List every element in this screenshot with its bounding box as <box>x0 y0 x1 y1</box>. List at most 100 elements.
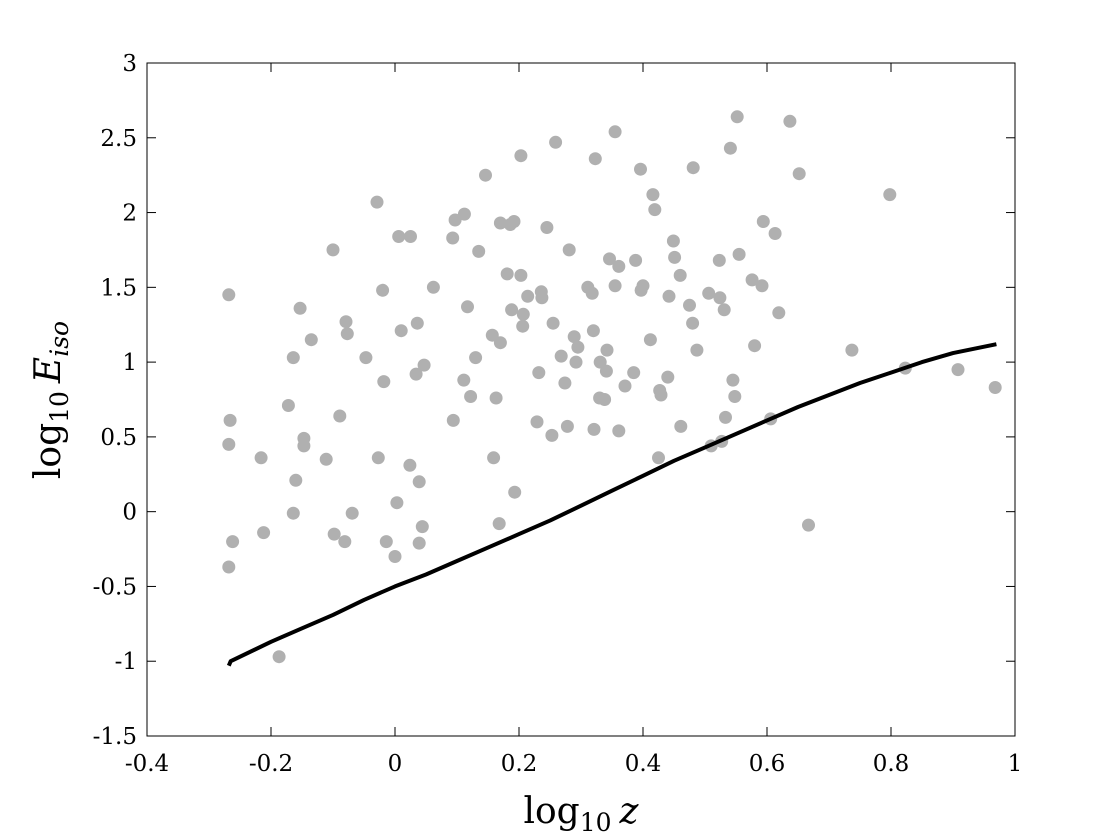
data-point-42 <box>426 280 440 294</box>
data-marks <box>222 110 1002 667</box>
x-tick-label: 1 <box>1008 751 1023 777</box>
data-point-82 <box>569 355 583 369</box>
data-point-115 <box>673 268 687 282</box>
data-point-70 <box>532 366 546 380</box>
data-point-139 <box>772 306 786 320</box>
data-point-147 <box>988 381 1002 394</box>
data-point-99 <box>618 379 632 393</box>
data-point-6 <box>257 526 271 540</box>
data-point-51 <box>472 244 486 258</box>
threshold-line <box>226 342 997 667</box>
data-point-16 <box>319 452 333 466</box>
data-point-95 <box>608 125 622 139</box>
data-point-61 <box>505 303 519 317</box>
y-tick-label: 2.5 <box>100 126 137 152</box>
data-point-87 <box>588 152 602 166</box>
plot-area <box>147 63 1015 736</box>
data-point-116 <box>674 419 688 433</box>
data-point-62 <box>507 215 521 228</box>
data-point-101 <box>629 253 643 267</box>
data-point-75 <box>546 316 560 330</box>
data-point-96 <box>608 279 622 293</box>
data-point-36 <box>409 367 423 381</box>
data-point-86 <box>586 324 600 338</box>
data-point-29 <box>379 535 393 549</box>
data-point-113 <box>666 234 680 248</box>
data-point-144 <box>883 188 897 202</box>
data-point-24 <box>359 351 373 365</box>
data-point-41 <box>417 358 431 372</box>
data-point-49 <box>464 390 478 403</box>
data-point-129 <box>726 373 740 387</box>
plot-frame <box>146 62 1016 737</box>
x-tick-label: 0.4 <box>625 751 662 777</box>
data-point-63 <box>508 485 522 499</box>
data-point-102 <box>634 162 647 176</box>
x-tick-label: 0.6 <box>749 751 786 777</box>
data-point-67 <box>516 307 530 321</box>
data-point-66 <box>516 319 530 333</box>
data-point-88 <box>587 422 601 436</box>
data-point-120 <box>690 343 704 357</box>
data-point-43 <box>446 231 460 245</box>
data-point-98 <box>612 424 626 438</box>
y-tick-label: -1 <box>115 649 137 675</box>
data-point-52 <box>479 168 492 182</box>
data-point-140 <box>783 114 797 128</box>
data-point-134 <box>748 339 762 353</box>
data-point-68 <box>521 289 535 303</box>
data-point-54 <box>487 451 501 465</box>
data-point-12 <box>293 301 307 315</box>
data-point-8 <box>281 399 295 412</box>
data-point-105 <box>643 333 657 347</box>
data-point-143 <box>845 343 859 357</box>
data-point-136 <box>756 215 770 228</box>
data-point-124 <box>713 291 727 305</box>
data-point-39 <box>412 536 426 550</box>
data-point-108 <box>652 451 665 465</box>
data-point-138 <box>768 227 782 240</box>
data-point-10 <box>289 473 303 487</box>
data-point-141 <box>792 167 806 181</box>
data-point-55 <box>489 391 503 405</box>
y-tick-label: -0.5 <box>93 574 137 600</box>
data-point-128 <box>723 141 737 155</box>
data-point-56 <box>493 216 507 230</box>
data-point-11 <box>286 506 300 520</box>
data-point-18 <box>327 527 341 541</box>
data-point-58 <box>493 336 507 350</box>
data-point-25 <box>370 195 384 209</box>
data-point-73 <box>540 221 554 234</box>
data-point-33 <box>394 324 408 338</box>
data-point-46 <box>457 373 471 387</box>
data-point-80 <box>562 243 576 257</box>
data-point-65 <box>514 268 528 282</box>
data-point-133 <box>745 273 759 287</box>
data-point-50 <box>469 351 483 365</box>
data-point-93 <box>600 343 614 357</box>
data-point-130 <box>728 390 742 403</box>
data-point-114 <box>668 250 682 264</box>
data-point-26 <box>371 451 385 465</box>
data-point-79 <box>560 419 574 433</box>
data-point-47 <box>457 207 471 221</box>
data-point-78 <box>558 376 572 390</box>
x-tick-label: -0.2 <box>249 751 293 777</box>
data-point-57 <box>492 517 506 531</box>
data-point-9 <box>286 351 300 365</box>
data-point-100 <box>627 366 641 380</box>
data-point-17 <box>326 243 340 257</box>
data-point-123 <box>712 253 726 267</box>
data-point-21 <box>340 327 354 341</box>
data-point-127 <box>719 410 732 424</box>
data-point-5 <box>254 451 268 465</box>
data-point-132 <box>732 247 746 261</box>
y-tick-label: 2 <box>122 201 137 227</box>
data-point-28 <box>377 375 391 389</box>
axis-ticks: -0.4 -0.2 0 0.2 0.4 0.6 0.8 1 -1.5 -1 -0.5 0 0.5 1 1.5… <box>93 51 1023 777</box>
x-tick-label: -0.4 <box>125 751 169 777</box>
data-point-22 <box>338 535 352 549</box>
data-point-64 <box>514 149 528 163</box>
data-point-45 <box>448 213 462 227</box>
